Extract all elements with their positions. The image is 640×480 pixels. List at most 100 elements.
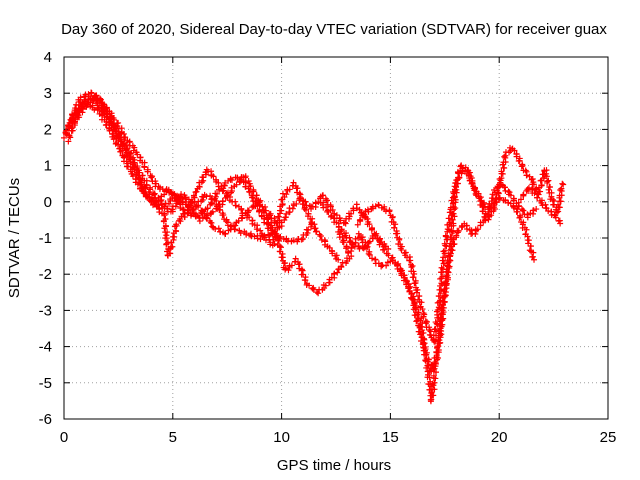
data-point-marker xyxy=(525,184,532,191)
data-point-marker xyxy=(136,169,143,176)
x-tick-label: 15 xyxy=(382,429,399,446)
data-point-marker xyxy=(143,193,150,200)
data-point-marker xyxy=(317,233,324,240)
data-point-marker xyxy=(420,313,427,320)
data-point-marker xyxy=(304,229,311,236)
data-point-marker xyxy=(285,267,292,274)
data-point-marker xyxy=(67,116,74,123)
data-point-marker xyxy=(490,202,497,209)
data-point-marker xyxy=(123,145,130,152)
data-point-marker xyxy=(480,204,487,211)
y-tick-label: -3 xyxy=(39,302,52,319)
data-point-marker xyxy=(207,219,214,226)
x-tick-label: 10 xyxy=(273,429,290,446)
data-point-marker xyxy=(502,152,509,159)
data-point-marker xyxy=(138,184,145,191)
data-point-marker xyxy=(428,396,435,403)
data-point-marker xyxy=(233,181,240,188)
data-point-marker xyxy=(212,193,219,200)
data-point-marker xyxy=(323,197,330,204)
data-point-marker xyxy=(156,209,163,216)
data-point-marker xyxy=(301,276,308,283)
data-point-marker xyxy=(219,212,226,219)
data-point-marker xyxy=(216,206,223,213)
data-point-marker xyxy=(453,184,460,191)
data-point-marker xyxy=(71,118,78,125)
x-tick-label: 25 xyxy=(600,429,617,446)
data-point-marker xyxy=(210,173,217,180)
data-point-marker xyxy=(169,233,176,240)
data-point-marker xyxy=(413,289,420,296)
data-point-marker xyxy=(262,207,269,214)
data-point-marker xyxy=(267,212,274,219)
data-point-marker xyxy=(450,220,457,227)
data-point-marker xyxy=(543,173,550,180)
data-point-marker xyxy=(453,232,460,239)
data-point-marker xyxy=(494,185,501,192)
data-point-marker xyxy=(488,195,495,202)
data-point-marker xyxy=(469,179,476,186)
data-point-marker xyxy=(293,200,300,207)
data-point-marker xyxy=(445,250,452,257)
data-point-marker xyxy=(169,243,176,250)
data-point-marker xyxy=(319,192,326,199)
y-tick-label: 2 xyxy=(44,121,52,138)
data-point-marker xyxy=(192,189,199,196)
data-point-marker xyxy=(363,244,370,251)
data-point-marker xyxy=(77,94,84,101)
data-point-marker xyxy=(378,263,385,270)
data-point-marker xyxy=(416,292,423,299)
data-point-marker xyxy=(534,194,541,201)
data-point-marker xyxy=(277,244,284,251)
data-point-marker xyxy=(179,198,186,205)
data-point-marker xyxy=(552,214,559,221)
data-point-marker xyxy=(343,245,350,252)
data-point-marker xyxy=(251,233,258,240)
data-point-marker xyxy=(189,206,196,213)
data-point-marker xyxy=(106,127,113,134)
data-point-marker xyxy=(393,230,400,237)
data-point-marker xyxy=(495,184,502,191)
data-point-marker xyxy=(256,202,263,209)
data-point-marker xyxy=(352,235,359,242)
data-point-marker xyxy=(117,130,124,137)
data-point-marker xyxy=(446,263,453,270)
data-point-marker xyxy=(222,231,229,238)
data-point-marker xyxy=(496,194,503,201)
data-point-marker xyxy=(113,127,120,134)
data-point-marker xyxy=(432,359,439,366)
data-point-marker xyxy=(131,159,138,166)
data-point-marker xyxy=(467,173,474,180)
data-point-marker xyxy=(464,167,471,174)
data-point-marker xyxy=(72,105,79,112)
data-point-marker xyxy=(366,221,373,228)
data-point-marker xyxy=(190,192,197,199)
data-point-marker xyxy=(157,184,164,191)
data-point-marker xyxy=(249,194,256,201)
data-point-marker xyxy=(238,206,245,213)
data-point-marker xyxy=(409,262,416,269)
data-point-marker xyxy=(501,153,508,160)
data-point-marker xyxy=(282,214,289,221)
data-point-marker xyxy=(309,285,316,292)
data-point-marker xyxy=(214,190,221,197)
data-point-marker xyxy=(131,166,138,173)
data-point-marker xyxy=(161,191,168,198)
data-point-marker xyxy=(123,141,130,148)
x-tick-label: 5 xyxy=(169,429,177,446)
data-point-marker xyxy=(542,204,549,211)
series-track-9 xyxy=(517,184,564,227)
data-point-marker xyxy=(375,201,382,208)
data-point-marker xyxy=(229,177,236,184)
data-point-marker xyxy=(443,266,450,273)
data-point-marker xyxy=(169,206,176,213)
data-point-marker xyxy=(125,163,132,170)
data-point-marker xyxy=(526,247,533,254)
data-point-marker xyxy=(151,191,158,198)
data-point-marker xyxy=(315,290,322,297)
data-point-marker xyxy=(290,179,297,186)
data-point-marker xyxy=(365,250,372,257)
data-point-marker xyxy=(262,237,269,244)
data-point-marker xyxy=(414,317,421,324)
data-point-marker xyxy=(242,174,249,181)
